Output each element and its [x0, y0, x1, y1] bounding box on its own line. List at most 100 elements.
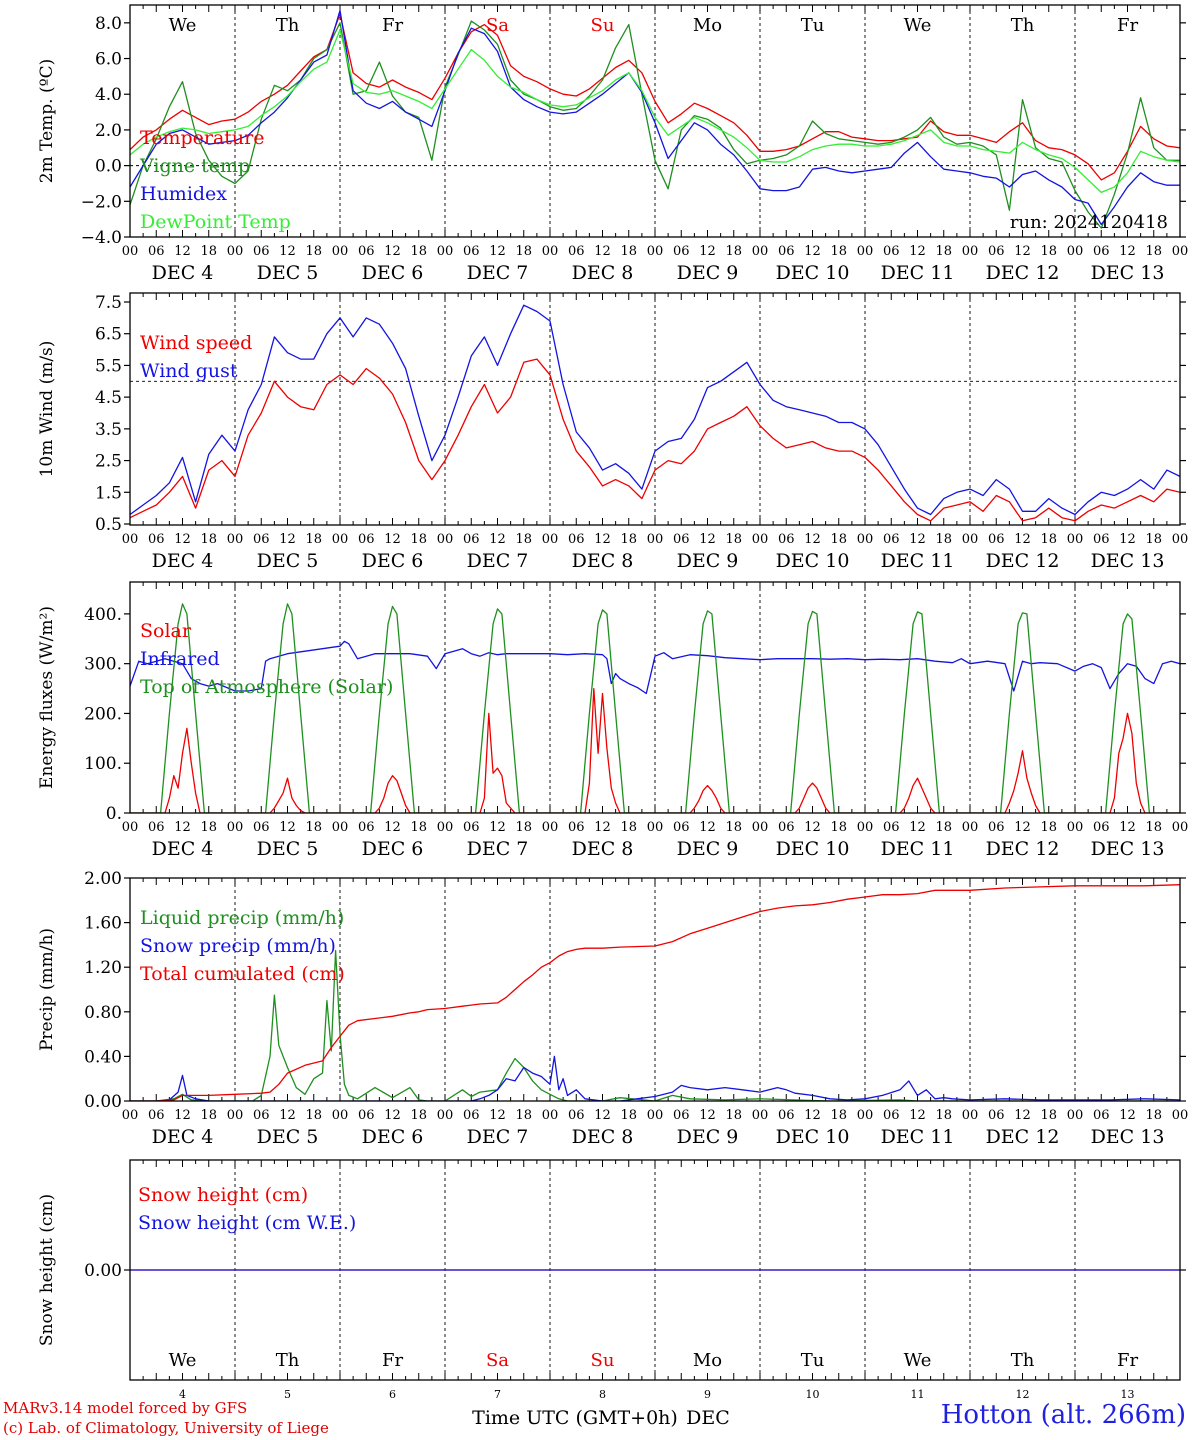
- day-number-label: 8: [599, 1388, 606, 1401]
- hour-tick-label: 18: [305, 820, 322, 835]
- y-axis-label: Precip (mm/h): [37, 928, 57, 1051]
- legend-entry-top-of-atmosphere-solar: Top of Atmosphere (Solar): [140, 676, 393, 698]
- day-name-label: We: [904, 1350, 932, 1371]
- date-label: DEC 11: [881, 1126, 955, 1148]
- hour-tick-label: 06: [463, 244, 480, 259]
- hour-tick-label: 12: [384, 532, 401, 547]
- legend-entry-wind-speed: Wind speed: [140, 332, 252, 354]
- hour-tick-label: 06: [568, 244, 585, 259]
- hour-tick-label: 00: [1067, 532, 1084, 547]
- hour-tick-label: 06: [568, 820, 585, 835]
- legend-entry-wind-gust: Wind gust: [140, 360, 238, 382]
- hour-tick-label: 18: [515, 1108, 532, 1123]
- y-tick-label: 0.0: [95, 157, 122, 177]
- date-label: DEC 6: [362, 1126, 424, 1148]
- legend-entry-temperature: Temperature: [140, 127, 264, 149]
- day-number-label: 13: [1121, 1388, 1135, 1401]
- y-axis-label: Snow height (cm): [37, 1194, 57, 1346]
- hour-tick-label: 00: [752, 1108, 769, 1123]
- hour-tick-label: 00: [857, 244, 874, 259]
- hour-tick-label: 12: [1014, 1108, 1031, 1123]
- hour-tick-label: 00: [227, 532, 244, 547]
- hour-tick-label: 12: [909, 244, 926, 259]
- legend-entry-humidex: Humidex: [140, 183, 227, 205]
- date-label: DEC 4: [152, 262, 214, 284]
- hour-tick-label: 06: [988, 1108, 1005, 1123]
- day-number-label: 5: [284, 1388, 291, 1401]
- hour-tick-label: 18: [515, 532, 532, 547]
- hour-tick-label: 00: [437, 1108, 454, 1123]
- panel-frame: [129, 877, 1181, 1102]
- hour-tick-label: 12: [489, 820, 506, 835]
- date-label: DEC 6: [362, 262, 424, 284]
- hour-tick-label: 18: [725, 532, 742, 547]
- series-line-humidex: [130, 9, 1180, 226]
- hour-tick-label: 12: [1119, 1108, 1136, 1123]
- y-tick-label: 6.0: [95, 50, 122, 70]
- day-name-label: Su: [591, 1350, 615, 1371]
- day-name-label: Fr: [382, 15, 403, 36]
- hour-tick-label: 06: [253, 532, 270, 547]
- hour-tick-label: 18: [1040, 244, 1057, 259]
- series-line-top-of-atmosphere-solar: [130, 603, 1180, 813]
- hour-tick-label: 00: [962, 244, 979, 259]
- hour-tick-label: 00: [332, 532, 349, 547]
- station-name: Hotton (alt. 266m): [940, 1400, 1186, 1430]
- y-tick-label: 2.5: [95, 452, 122, 472]
- legend-entry-snow-height-cm-w-e: Snow height (cm W.E.): [138, 1212, 356, 1234]
- hour-tick-label: 18: [725, 820, 742, 835]
- time-axis-label: Time UTC (GMT+0h): [472, 1407, 678, 1429]
- hour-tick-label: 18: [620, 532, 637, 547]
- date-label: DEC 11: [881, 550, 955, 572]
- hour-tick-label: 18: [620, 1108, 637, 1123]
- panel-frame: [129, 292, 1181, 526]
- hour-tick-label: 12: [699, 532, 716, 547]
- y-tick-label: 2.0: [95, 121, 122, 141]
- hour-tick-label: 12: [279, 820, 296, 835]
- hour-tick-label: 18: [305, 532, 322, 547]
- hour-tick-label: 18: [830, 820, 847, 835]
- run-label: run: 2024120418: [1010, 212, 1168, 233]
- hour-tick-label: 06: [673, 244, 690, 259]
- hour-tick-label: 00: [647, 532, 664, 547]
- hour-tick-label: 12: [699, 1108, 716, 1123]
- hour-tick-label: 06: [883, 244, 900, 259]
- date-label: DEC 7: [467, 550, 529, 572]
- hour-tick-label: 18: [1040, 532, 1057, 547]
- day-name-label: Tu: [801, 15, 825, 36]
- hour-tick-label: 06: [778, 1108, 795, 1123]
- hour-tick-label: 18: [935, 532, 952, 547]
- y-tick-label: 8.0: [95, 14, 122, 34]
- hour-tick-label: 18: [830, 244, 847, 259]
- hour-tick-label: 00: [962, 820, 979, 835]
- hour-tick-label: 18: [1145, 244, 1162, 259]
- legend-entry-snow-precip-mm-h: Snow precip (mm/h): [140, 935, 336, 957]
- hour-tick-label: 06: [673, 532, 690, 547]
- hour-tick-label: 18: [410, 1108, 427, 1123]
- hour-tick-label: 12: [489, 244, 506, 259]
- hour-tick-label: 12: [174, 244, 191, 259]
- hour-tick-label: 12: [174, 820, 191, 835]
- date-label: DEC 7: [467, 262, 529, 284]
- day-name-label: Sa: [486, 15, 509, 36]
- series-line-wind-gust: [130, 304, 1180, 516]
- date-label: DEC 6: [362, 550, 424, 572]
- hour-tick-label: 00: [227, 244, 244, 259]
- hour-tick-label: 06: [673, 820, 690, 835]
- hour-tick-label: 12: [594, 244, 611, 259]
- hour-tick-label: 12: [699, 244, 716, 259]
- y-tick-label: 0.00: [84, 1261, 122, 1281]
- hour-tick-label: 18: [1040, 820, 1057, 835]
- hour-tick-label: 00: [1067, 820, 1084, 835]
- y-tick-label: 7.5: [95, 293, 122, 313]
- date-label: DEC 12: [986, 838, 1060, 860]
- hour-tick-label: 06: [253, 1108, 270, 1123]
- hour-tick-label: 00: [647, 244, 664, 259]
- hour-tick-label: 00: [332, 244, 349, 259]
- y-tick-label: 2.00: [84, 869, 122, 889]
- day-number-label: 11: [911, 1388, 925, 1401]
- day-number-label: 12: [1016, 1388, 1030, 1401]
- hour-tick-label: 06: [148, 1108, 165, 1123]
- hour-tick-label: 06: [883, 820, 900, 835]
- hour-tick-label: 00: [332, 820, 349, 835]
